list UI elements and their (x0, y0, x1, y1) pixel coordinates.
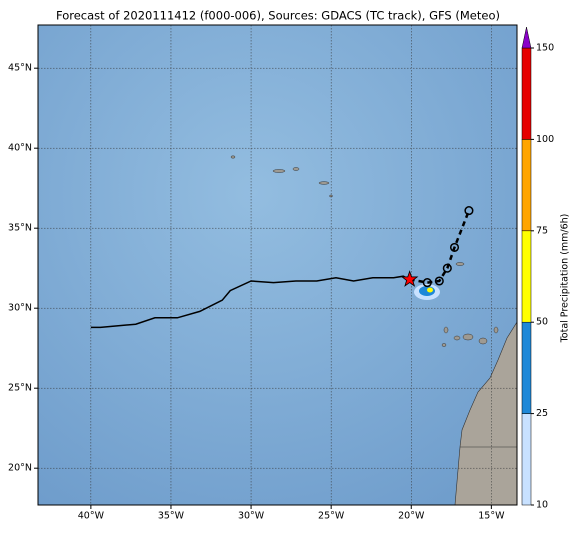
x-tick-label: 20°W (398, 511, 425, 522)
y-tick-label: 25°N (8, 383, 32, 394)
forecast-track (409, 210, 471, 284)
y-tick-label: 45°N (8, 63, 32, 74)
colorbar-label: Total Precipitation (mm/6h) (560, 214, 571, 344)
map-background (38, 25, 517, 505)
y-tick-label: 40°N (8, 143, 32, 154)
map-frame (37, 24, 518, 506)
precip-heavy (427, 287, 433, 293)
colorbar-tick-label: 25 (536, 408, 548, 419)
forecast-point (449, 242, 460, 252)
chart-title: Forecast of 2020111412 (f000-006), Sourc… (56, 9, 500, 23)
colorbar-extension (521, 26, 532, 49)
forecast-point (434, 276, 444, 286)
precipitation (414, 284, 440, 300)
x-tick-label: 15°W (478, 511, 505, 522)
land-africa (454, 321, 517, 505)
colorbar-tick-label: 10 (536, 500, 548, 511)
colorbar-tick-label: 50 (536, 317, 548, 328)
x-tick-label: 40°W (78, 511, 105, 522)
colorbar-segment (521, 413, 532, 506)
past-track (90, 275, 411, 329)
ocean (38, 25, 517, 505)
x-tick-label: 35°W (158, 511, 185, 522)
colorbar-tick-label: 150 (536, 43, 554, 54)
forecast-point (464, 206, 474, 216)
colorbar-segment (521, 47, 532, 140)
colorbar-segment (521, 321, 532, 414)
y-tick-label: 30°N (8, 303, 32, 314)
x-tick-label: 25°W (318, 511, 345, 522)
colorbar-tick-label: 75 (536, 225, 548, 236)
colorbar-tick-label: 100 (536, 134, 554, 145)
x-tick-label: 30°W (238, 511, 265, 522)
islands (230, 155, 499, 347)
y-tick-label: 20°N (8, 463, 32, 474)
forecast-point (442, 263, 452, 273)
current-position (400, 270, 419, 287)
y-tick-label: 35°N (8, 223, 32, 234)
colorbar-segment (521, 230, 532, 323)
forecast-point (422, 278, 432, 288)
colorbar-segment (521, 139, 532, 232)
